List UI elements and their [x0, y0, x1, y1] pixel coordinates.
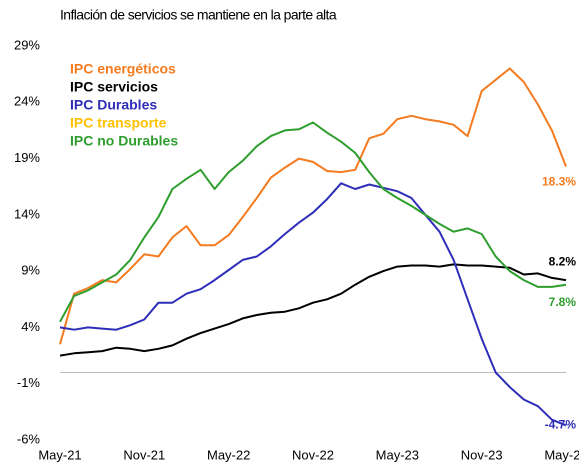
- chart-title: Inflación de servicios se mantiene en la…: [60, 7, 337, 23]
- y-tick-label: 9%: [21, 263, 40, 278]
- legend-entry: IPC transporte: [70, 115, 167, 131]
- y-tick-label: 19%: [14, 150, 40, 165]
- legend-entry: IPC Durables: [70, 97, 157, 113]
- y-tick-label: -6%: [17, 431, 41, 446]
- y-tick-label: -1%: [17, 375, 41, 390]
- legend-entry: IPC energéticos: [70, 61, 176, 77]
- y-tick-label: 24%: [14, 94, 40, 109]
- end-label: 7.8%: [549, 295, 577, 309]
- series-line: [59, 67, 567, 345]
- x-tick-label: Nov-22: [292, 447, 334, 462]
- x-tick-label: Nov-21: [123, 447, 165, 462]
- x-tick-label: May-24: [544, 447, 579, 462]
- series-line: [59, 182, 567, 427]
- end-label: 8.2%: [549, 254, 577, 268]
- series-line: [59, 263, 567, 357]
- end-label: 18.3%: [542, 175, 576, 189]
- x-tick-label: May-22: [207, 447, 250, 462]
- x-tick-label: May-23: [376, 447, 419, 462]
- y-tick-label: 29%: [14, 37, 40, 52]
- legend-entry: IPC servicios: [70, 79, 158, 95]
- series-line: [59, 121, 567, 323]
- x-tick-label: May-21: [38, 447, 81, 462]
- x-tick-label: Nov-23: [461, 447, 503, 462]
- end-label: -4.7%: [545, 418, 577, 432]
- y-tick-label: 4%: [21, 319, 40, 334]
- legend-entry: IPC no Durables: [70, 133, 178, 149]
- y-tick-label: 14%: [14, 206, 40, 221]
